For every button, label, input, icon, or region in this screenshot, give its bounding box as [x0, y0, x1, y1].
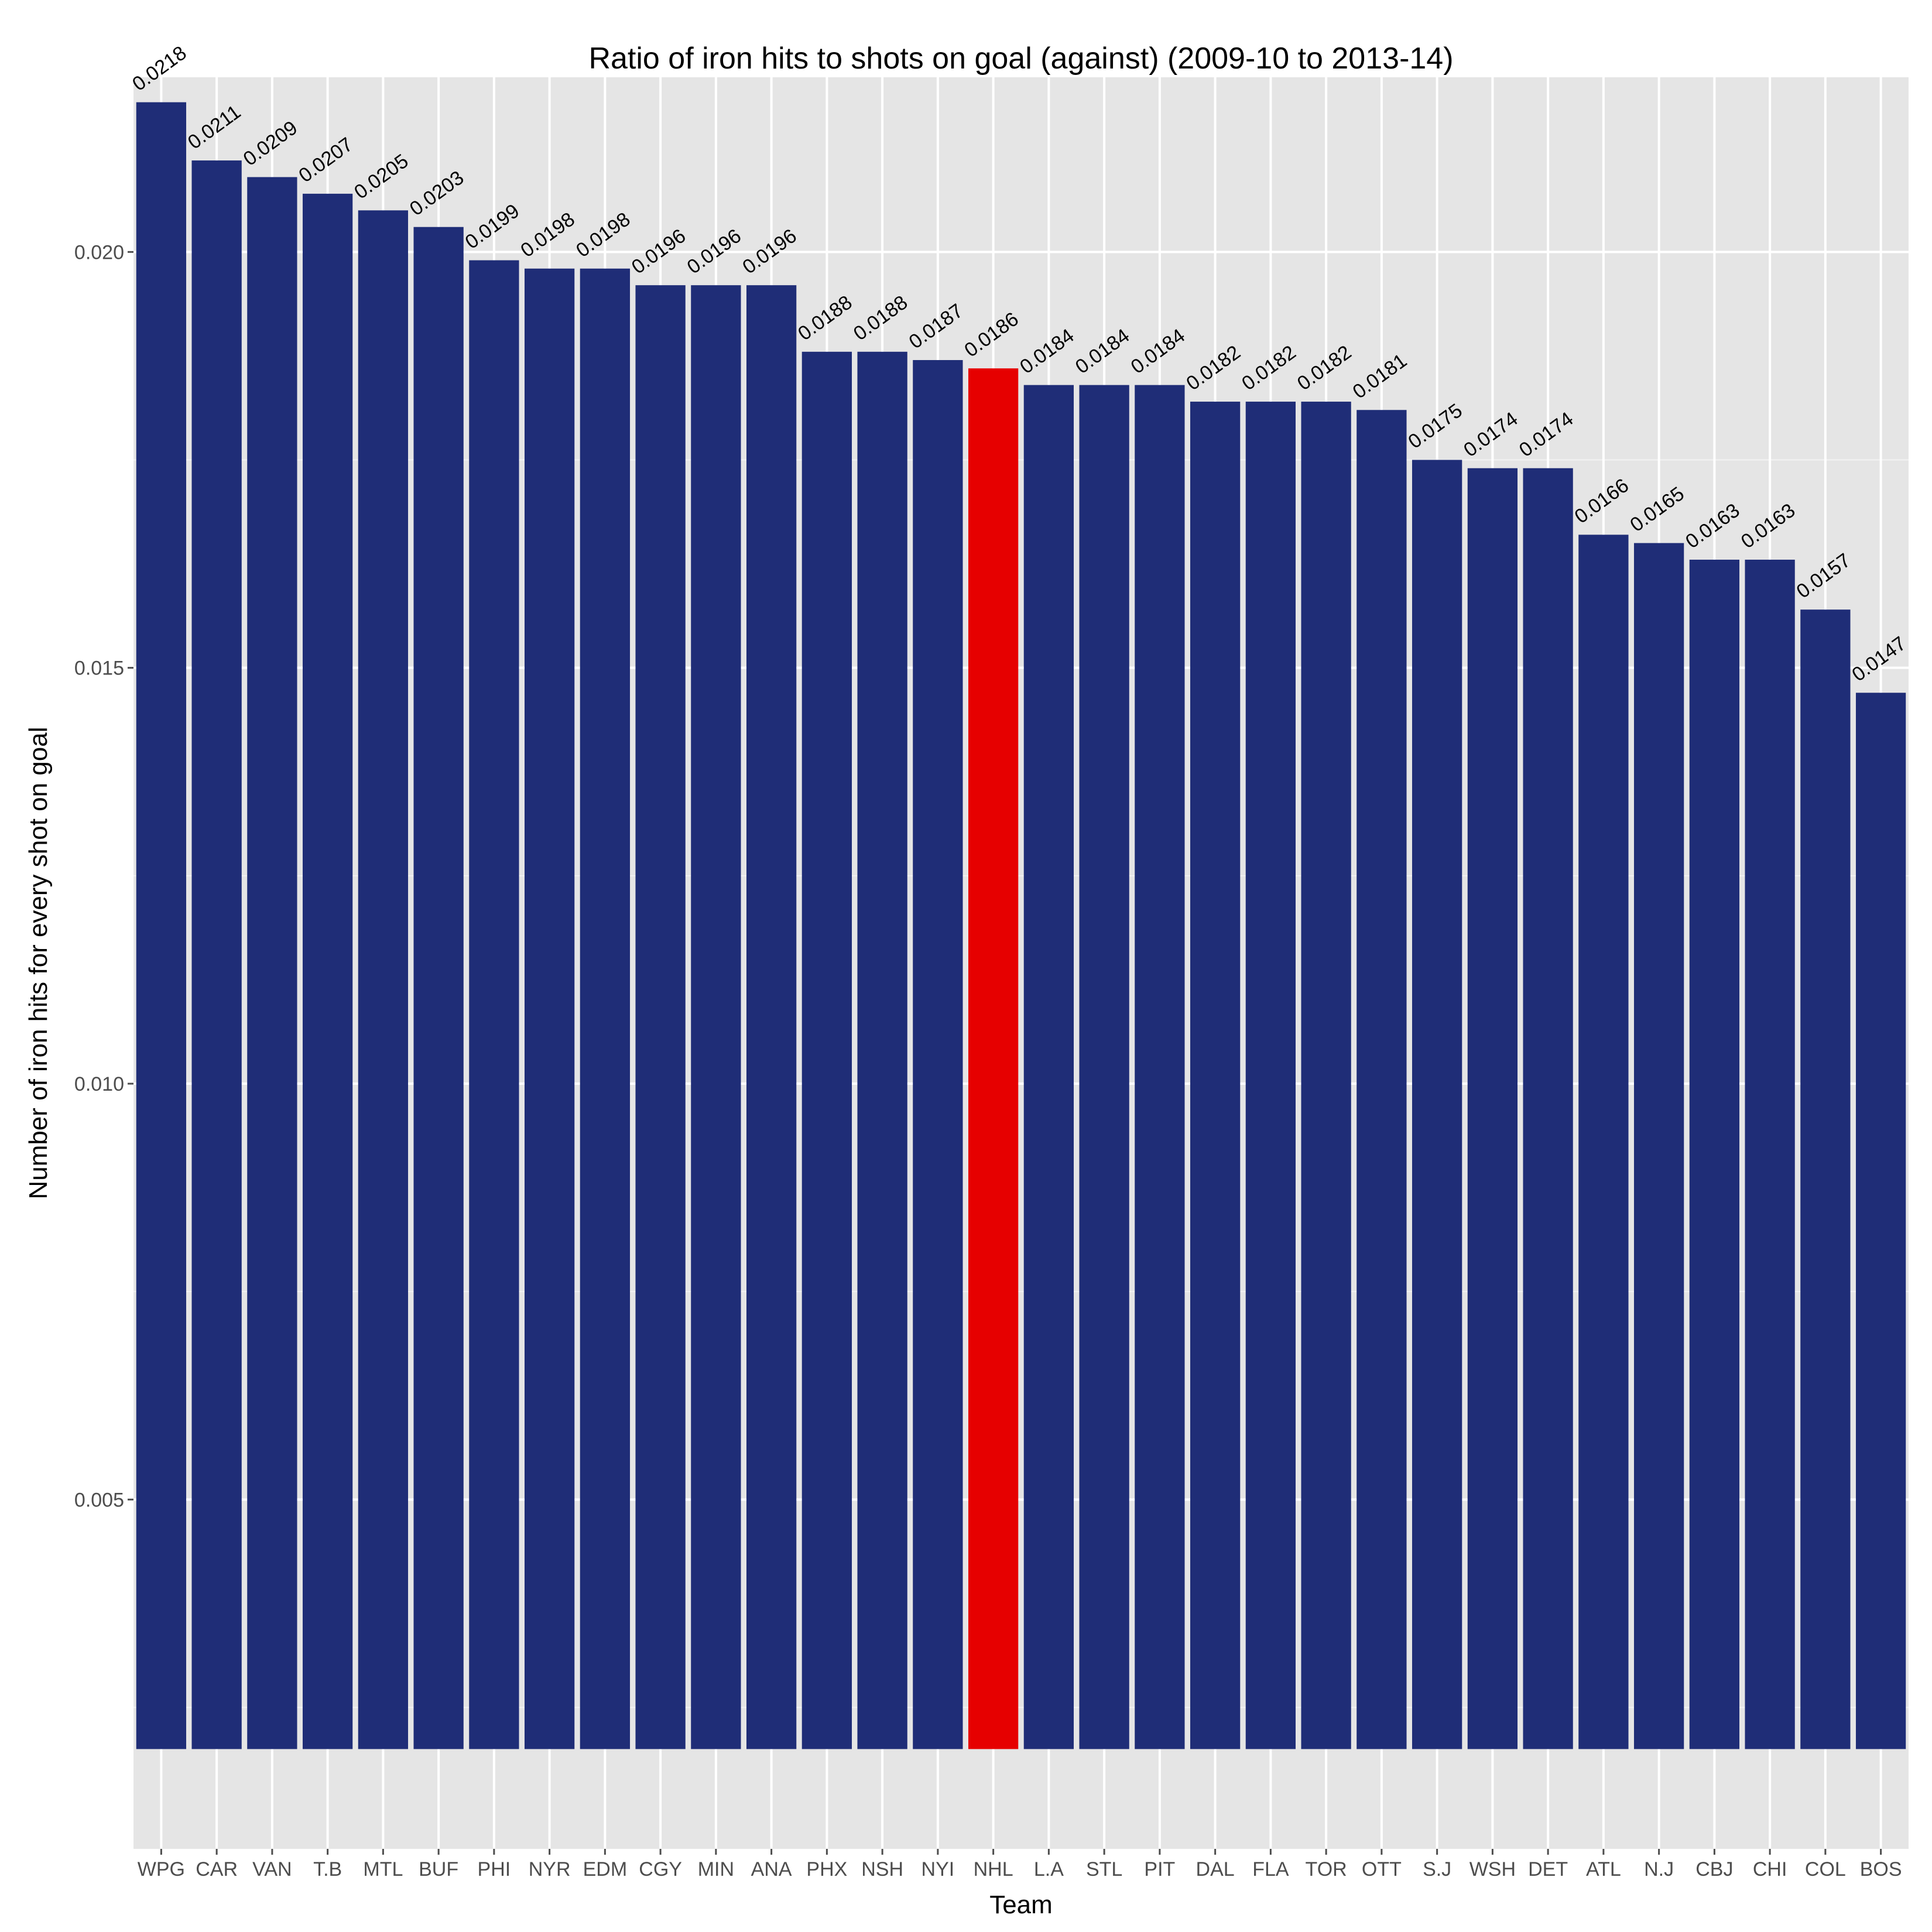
- bar-ott: [1356, 410, 1407, 1749]
- bar-nhl: [968, 368, 1019, 1749]
- bar-dal: [1190, 402, 1241, 1749]
- x-tick-label: N.J: [1644, 1858, 1674, 1880]
- bar-phi: [469, 260, 519, 1749]
- x-tick-label: STL: [1086, 1858, 1122, 1880]
- x-tick-label: EDM: [583, 1858, 628, 1880]
- bar-ana: [746, 285, 797, 1749]
- bar-buf: [413, 227, 464, 1749]
- bar-wsh: [1467, 468, 1518, 1749]
- bar-col: [1800, 609, 1851, 1749]
- y-axis: 0.005 0.010 0.015 0.020: [74, 241, 133, 1511]
- chart-title: Ratio of iron hits to shots on goal (aga…: [588, 42, 1453, 76]
- x-tick-label: DAL: [1196, 1858, 1235, 1880]
- bar-bos: [1855, 693, 1906, 1749]
- bar-edm: [580, 268, 631, 1749]
- x-tick-label: CBJ: [1695, 1858, 1733, 1880]
- bar-la: [1023, 385, 1074, 1749]
- x-tick-label: BUF: [419, 1858, 458, 1880]
- x-tick-label: WPG: [138, 1858, 185, 1880]
- bar-phx: [801, 351, 852, 1749]
- bar-cbj: [1689, 559, 1740, 1749]
- y-tick-label: 0.015: [74, 657, 124, 680]
- x-tick-label: NHL: [974, 1858, 1013, 1880]
- x-tick-label: CAR: [196, 1858, 238, 1880]
- x-tick-label: NYR: [529, 1858, 571, 1880]
- bar-nj: [1633, 543, 1684, 1749]
- x-tick-label: NYI: [922, 1858, 955, 1880]
- bar-nyr: [524, 268, 575, 1749]
- x-tick-label: S.J: [1423, 1858, 1451, 1880]
- bar-tb: [302, 193, 353, 1749]
- bar-atl: [1578, 535, 1629, 1749]
- y-tick-label: 0.010: [74, 1073, 124, 1095]
- bar-wpg: [136, 102, 187, 1749]
- x-tick-label: BOS: [1860, 1858, 1902, 1880]
- x-tick-label: PHX: [806, 1858, 847, 1880]
- x-tick-label: MTL: [363, 1858, 403, 1880]
- bar-nyi: [913, 360, 963, 1749]
- bar-det: [1523, 468, 1573, 1749]
- x-axis: WPG CAR VAN T.B MTL BUF PHI NYR EDM CGY MIN ANA PHX N…: [138, 1849, 1902, 1880]
- x-tick-label: PHI: [478, 1858, 511, 1880]
- x-tick-label: MIN: [698, 1858, 734, 1880]
- bar-chi: [1745, 559, 1795, 1749]
- bar-mtl: [358, 210, 409, 1749]
- bar-pit: [1135, 385, 1185, 1749]
- x-tick-label: VAN: [252, 1858, 292, 1880]
- x-tick-label: PIT: [1144, 1858, 1175, 1880]
- x-axis-title: Team: [989, 1890, 1053, 1919]
- bar-car: [191, 160, 242, 1749]
- x-tick-label: DET: [1528, 1858, 1568, 1880]
- bar-sj: [1412, 460, 1462, 1749]
- x-tick-label: WSH: [1469, 1858, 1516, 1880]
- x-tick-label: OTT: [1362, 1858, 1402, 1880]
- bar-tor: [1301, 402, 1351, 1749]
- bar-fla: [1245, 402, 1296, 1749]
- x-tick-label: TOR: [1306, 1858, 1347, 1880]
- x-tick-label: ATL: [1586, 1858, 1621, 1880]
- x-tick-label: COL: [1805, 1858, 1846, 1880]
- bar-cgy: [635, 285, 686, 1749]
- x-tick-label: NSH: [861, 1858, 903, 1880]
- x-tick-label: CGY: [639, 1858, 682, 1880]
- bar-nsh: [857, 351, 907, 1749]
- y-tick-label: 0.005: [74, 1489, 124, 1511]
- x-tick-label: CHI: [1753, 1858, 1787, 1880]
- bar-van: [247, 177, 297, 1749]
- x-tick-label: L.A: [1034, 1858, 1064, 1880]
- y-axis-title: Number of iron hits for every shot on go…: [24, 727, 53, 1199]
- bars: [136, 102, 1906, 1749]
- x-tick-label: T.B: [313, 1858, 342, 1880]
- bar-stl: [1079, 385, 1129, 1749]
- bar-min: [691, 285, 741, 1749]
- y-tick-label: 0.020: [74, 241, 124, 263]
- x-tick-label: ANA: [751, 1858, 792, 1880]
- x-tick-label: FLA: [1252, 1858, 1289, 1880]
